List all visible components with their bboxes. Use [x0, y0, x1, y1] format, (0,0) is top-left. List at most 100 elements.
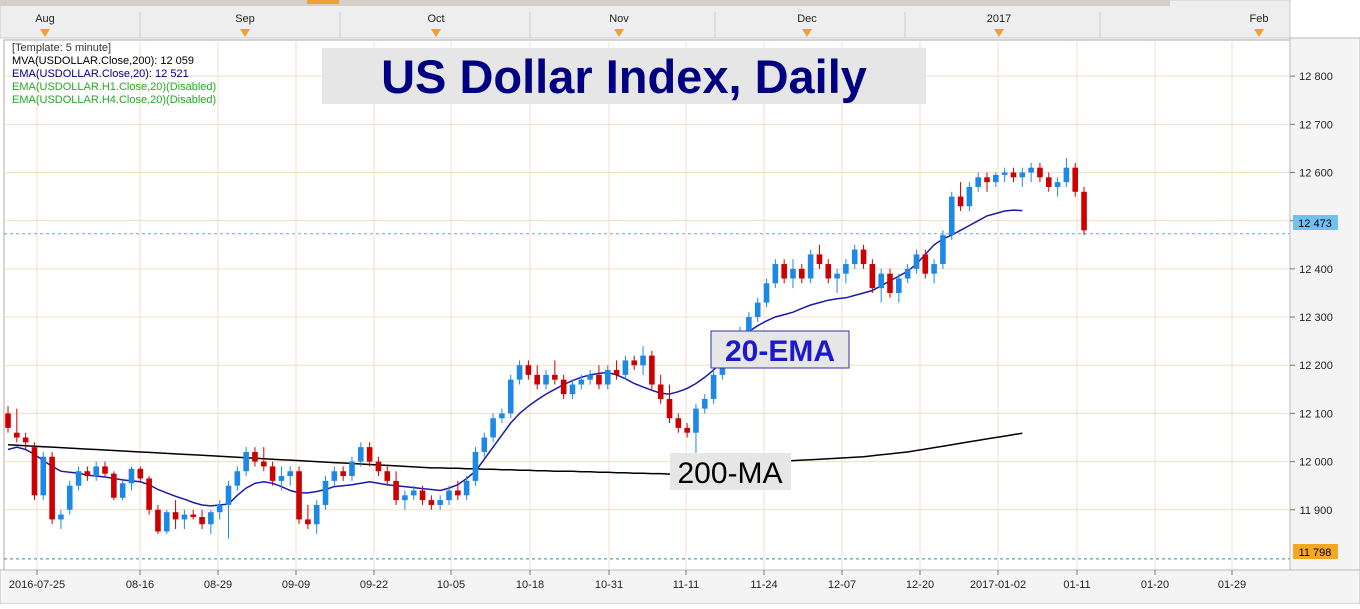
candle-body [375, 461, 382, 472]
month-label: Aug [35, 13, 55, 25]
candle-body [93, 466, 99, 477]
top-scrollbar-thumb[interactable] [307, 0, 339, 4]
candle [922, 249, 929, 279]
candle [119, 480, 126, 501]
candle-body [499, 413, 505, 419]
candle-body [834, 273, 840, 279]
candle-body [913, 254, 920, 269]
candle-body [940, 235, 946, 265]
ma-annotation-label: 200-MA [677, 457, 782, 490]
candle [499, 408, 505, 424]
candle [560, 374, 567, 399]
candle-body [701, 398, 708, 409]
x-tick-label: 08-16 [126, 579, 154, 591]
candle [701, 394, 708, 414]
legend-ema-h4: EMA(USDOLLAR.H4.Close,20)(Disabled) [12, 94, 216, 106]
candles-layer [5, 158, 1087, 539]
candle [225, 480, 232, 539]
candle [481, 432, 488, 457]
ema-annotation-label: 20-EMA [725, 335, 835, 368]
candle [957, 182, 964, 212]
candle-body [596, 374, 602, 385]
candle [75, 466, 82, 491]
candle [1081, 186, 1087, 236]
x-tick-label: 01-11 [1063, 579, 1090, 591]
candle [322, 476, 329, 510]
candle-body [243, 451, 249, 472]
mva200-line [7, 432, 1023, 475]
month-markers: Aug Sep Oct Nov Dec 2017 Feb [35, 12, 1268, 38]
month-marker-icon [1254, 29, 1264, 37]
x-tick-label: 10-31 [595, 579, 623, 591]
candle [22, 432, 29, 450]
candle-body [799, 268, 805, 279]
ema20-line [7, 209, 1023, 507]
candle [896, 273, 902, 303]
x-tick-layer: 2016-07-25 08-16 08-29 09-09 09-22 10-05 10-18… [9, 570, 1246, 591]
candle-body [340, 471, 346, 477]
candle [260, 447, 267, 472]
candle [940, 230, 946, 269]
candle-body [446, 490, 452, 501]
candle [587, 370, 593, 385]
candle [269, 461, 276, 486]
candle-body [604, 370, 611, 385]
candle-body [675, 418, 682, 428]
x-tick-label: 10-05 [437, 579, 465, 591]
candle-body [172, 512, 179, 520]
candle [966, 182, 973, 212]
candle-body [772, 264, 779, 284]
candle [543, 370, 549, 390]
candle-body [746, 317, 752, 332]
top-scrollbar-track[interactable] [0, 0, 1170, 6]
candle [984, 172, 990, 192]
candle-body [851, 249, 858, 265]
candle [860, 244, 867, 269]
candle [181, 509, 188, 530]
candle [569, 379, 576, 399]
candle [1072, 162, 1079, 197]
candle-body [1081, 191, 1087, 231]
candle [93, 461, 99, 481]
candle [252, 447, 258, 467]
candle-body [313, 504, 320, 525]
month-label: Sep [235, 13, 255, 25]
candle [305, 504, 311, 530]
candle-body [208, 512, 214, 525]
candle [887, 268, 893, 298]
candle [155, 504, 161, 534]
month-marker-icon [240, 29, 250, 37]
x-tick-label: 11-24 [750, 579, 777, 591]
candle-body [781, 264, 787, 279]
top-axis-band [0, 0, 1291, 39]
candle [428, 495, 435, 510]
candle-body [1063, 167, 1070, 183]
candle [163, 509, 170, 534]
month-label: Dec [797, 13, 817, 25]
candle-body [763, 283, 770, 303]
candle-body [5, 413, 11, 428]
candle-body [137, 468, 144, 479]
candle-body [14, 432, 20, 438]
candle [799, 264, 805, 284]
candle [358, 442, 364, 467]
legend-mva200: MVA(USDOLLAR.Close,200): 12 059 [12, 55, 194, 67]
candle [216, 500, 223, 520]
legend-ema-h1: EMA(USDOLLAR.H1.Close,20)(Disabled) [12, 81, 216, 93]
candle [1001, 167, 1008, 183]
candle-body [322, 480, 329, 505]
candle [208, 509, 214, 534]
x-tick-label: 10-18 [516, 579, 544, 591]
reference-lines [4, 233, 1290, 560]
candle-body [1001, 172, 1008, 175]
candle-body [481, 437, 488, 452]
candle-body [754, 302, 761, 318]
candle-body [163, 512, 170, 532]
candle-body [966, 186, 973, 207]
grid-layer [4, 40, 1290, 570]
candle [331, 466, 338, 486]
candle [816, 244, 823, 269]
candle [613, 360, 620, 380]
candle-body [816, 254, 823, 265]
candle-body [472, 451, 479, 481]
